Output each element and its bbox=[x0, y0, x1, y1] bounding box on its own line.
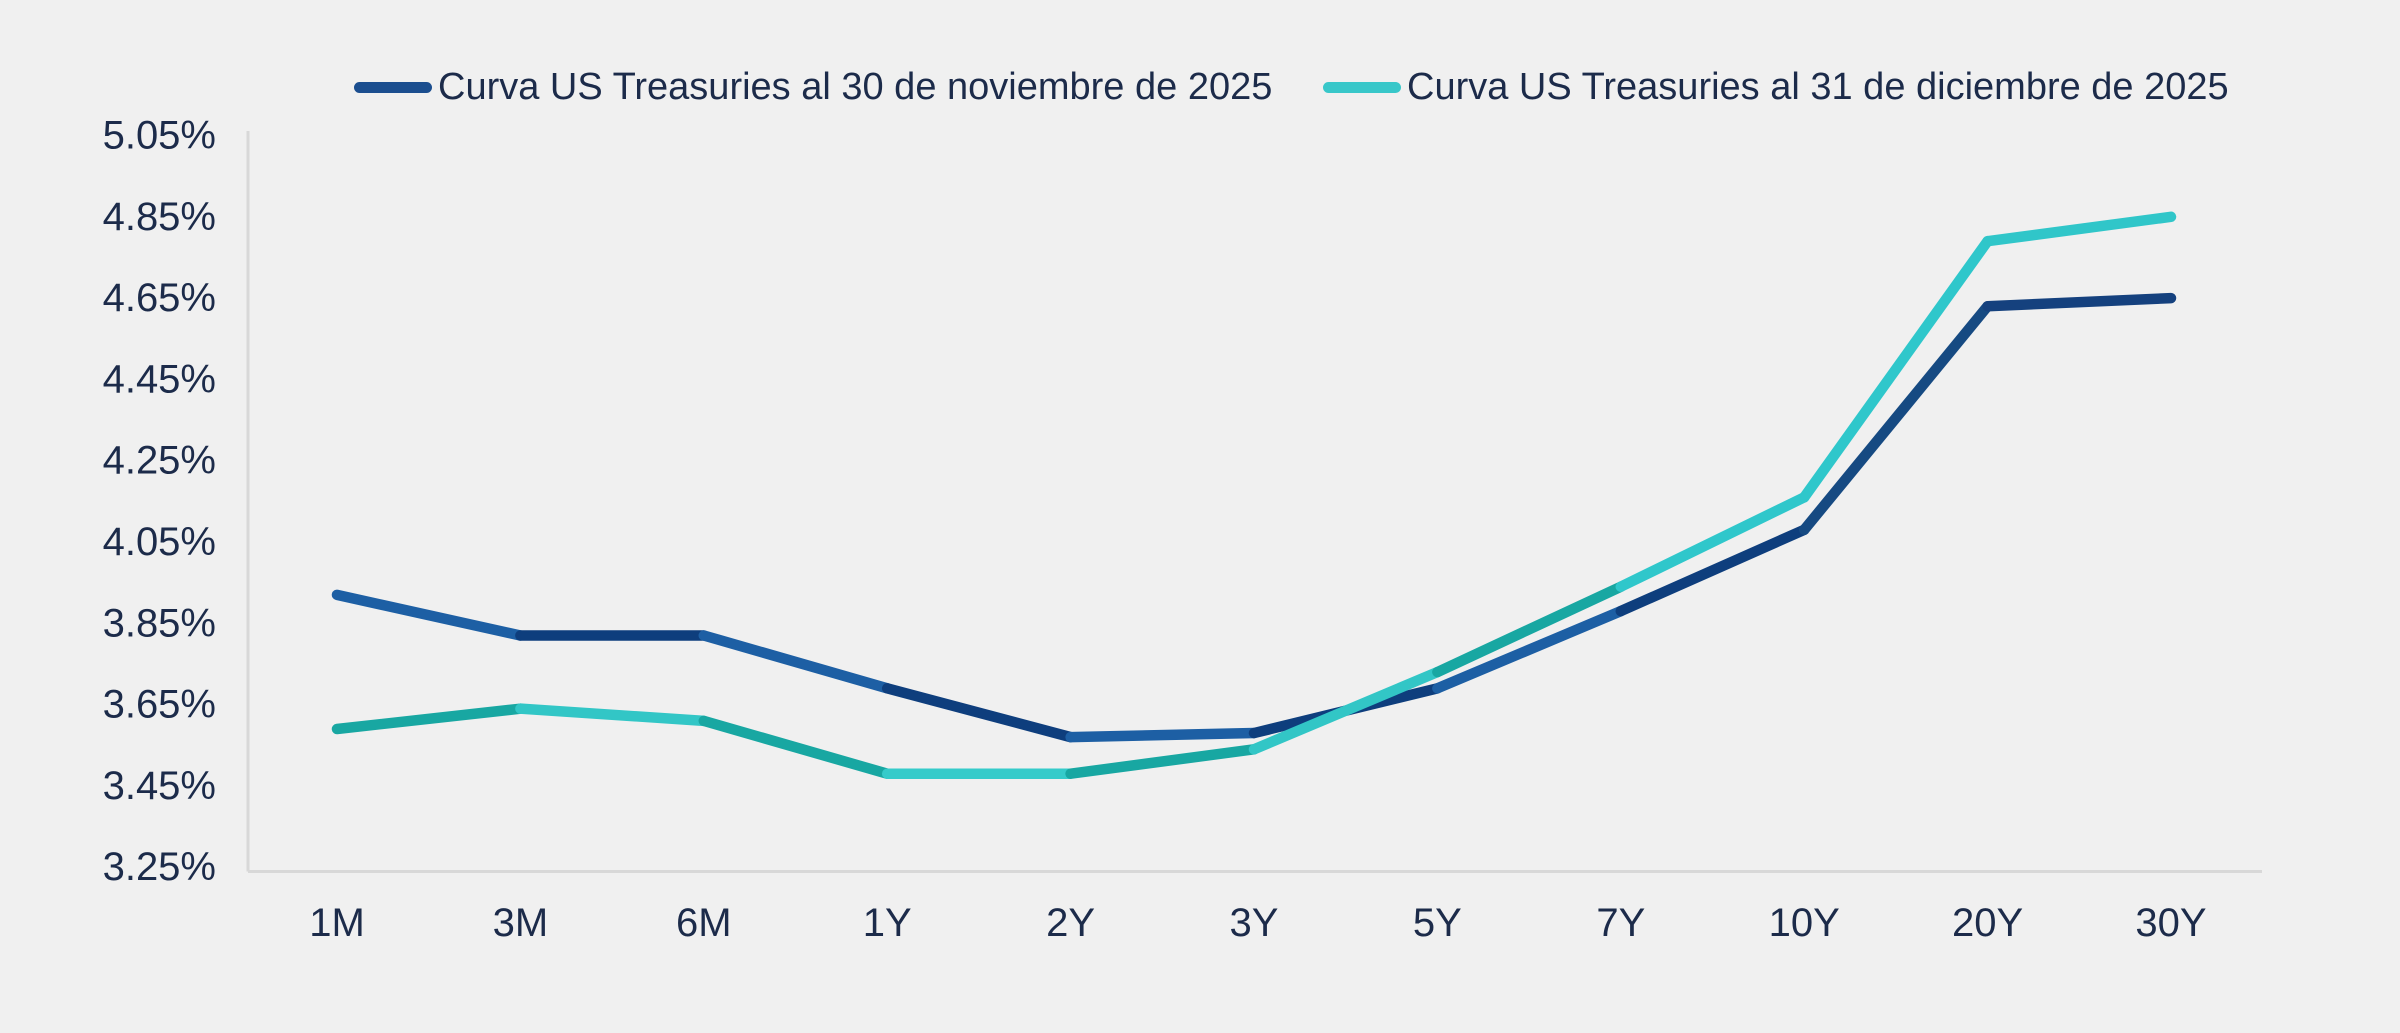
x-tick-label: 6M bbox=[676, 901, 732, 945]
x-tick-label: 3Y bbox=[1230, 901, 1279, 945]
series-segment bbox=[1065, 744, 1260, 779]
x-tick-label: 30Y bbox=[2135, 901, 2206, 945]
x-tick-label: 1Y bbox=[863, 901, 912, 945]
legend-swatch-teal-icon bbox=[1323, 81, 1401, 93]
series-0 bbox=[331, 292, 2177, 743]
y-tick-label: 4.25% bbox=[103, 439, 216, 483]
y-tick-label: 4.05% bbox=[103, 520, 216, 564]
series-segment bbox=[698, 715, 893, 779]
legend-label-dec-curve: Curva US Treasuries al 31 de diciembre d… bbox=[1407, 65, 2229, 108]
x-tick-label: 3M bbox=[493, 901, 549, 945]
legend-item-nov-curve: Curva US Treasuries al 30 de noviembre d… bbox=[354, 66, 1272, 108]
x-tick-label: 5Y bbox=[1413, 901, 1462, 945]
x-tick-label: 1M bbox=[309, 901, 365, 945]
series-segment bbox=[1432, 605, 1627, 694]
y-tick-label: 4.45% bbox=[103, 357, 216, 401]
legend-item-dec-curve: Curva US Treasuries al 31 de diciembre d… bbox=[1323, 66, 2229, 108]
series-segment bbox=[515, 703, 710, 727]
series-segment bbox=[1798, 235, 1993, 503]
series-segment bbox=[1248, 666, 1443, 755]
series-segment bbox=[1615, 524, 1810, 617]
y-tick-label: 5.05% bbox=[103, 114, 216, 158]
series-segment bbox=[698, 630, 893, 694]
series-segment bbox=[1065, 727, 1260, 743]
y-tick-label: 3.45% bbox=[103, 764, 216, 808]
series-segment bbox=[1615, 492, 1810, 592]
series-segment bbox=[1982, 211, 2177, 247]
y-tick-label: 4.65% bbox=[103, 276, 216, 320]
legend-label-nov-curve: Curva US Treasuries al 30 de noviembre d… bbox=[438, 65, 1273, 108]
legend-swatch-navy-icon bbox=[354, 81, 432, 93]
y-tick-label: 4.85% bbox=[103, 195, 216, 239]
x-tick-label: 7Y bbox=[1596, 901, 1645, 945]
series-segment bbox=[1982, 292, 2177, 312]
x-tick-label: 2Y bbox=[1046, 901, 1095, 945]
y-tick-label: 3.25% bbox=[103, 845, 216, 889]
series-segment bbox=[1798, 300, 1993, 536]
y-tick-label: 3.65% bbox=[103, 683, 216, 727]
series-1 bbox=[331, 211, 2177, 779]
series-segment bbox=[331, 703, 526, 735]
y-tick-label: 3.85% bbox=[103, 601, 216, 645]
series-segment bbox=[331, 589, 526, 641]
series-segment bbox=[881, 683, 1076, 743]
x-tick-label: 10Y bbox=[1769, 901, 1840, 945]
x-tick-label: 20Y bbox=[1952, 901, 2023, 945]
series-segment bbox=[1432, 581, 1627, 678]
